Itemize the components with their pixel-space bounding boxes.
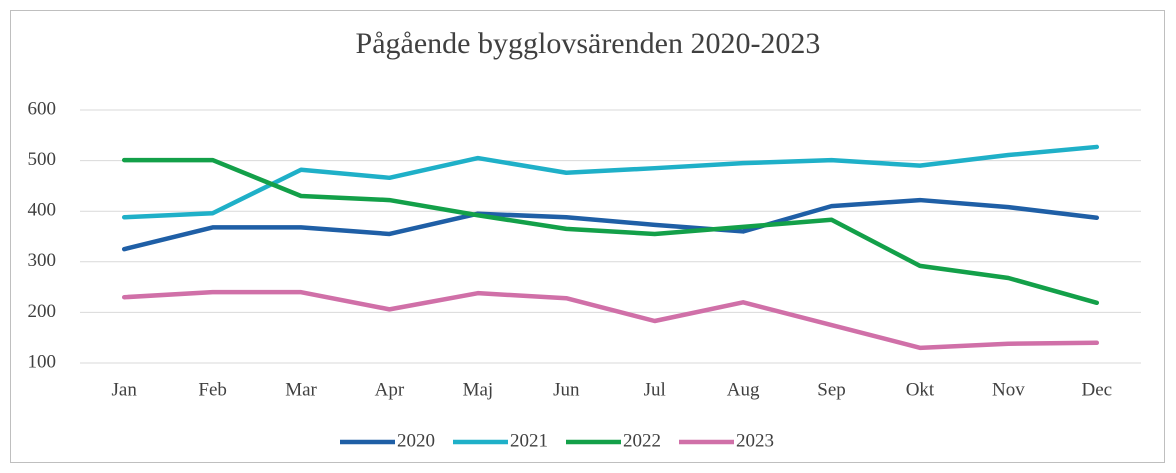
x-tick-label: Jul <box>644 379 666 400</box>
legend-label: 2022 <box>623 430 661 451</box>
y-tick-label: 400 <box>28 200 57 221</box>
y-tick-label: 200 <box>28 301 57 322</box>
y-tick-label: 300 <box>28 250 57 271</box>
series-line <box>121 289 1100 351</box>
x-tick-label: Maj <box>463 379 494 400</box>
chart-title: Pågående bygglovsärenden 2020-2023 <box>356 27 821 60</box>
x-tick-label: Jun <box>553 379 580 400</box>
y-tick-label: 600 <box>28 98 57 119</box>
x-tick-label: Sep <box>817 379 846 400</box>
legend-label: 2021 <box>510 430 548 451</box>
x-tick-label: Nov <box>992 379 1025 400</box>
x-tick-label: Mar <box>285 379 317 400</box>
x-tick-label: Aug <box>727 379 760 400</box>
x-tick-label: Jan <box>112 379 138 400</box>
series-line <box>121 157 1100 306</box>
y-tick-label: 100 <box>28 351 57 372</box>
y-tick-label: 500 <box>28 149 57 170</box>
x-tick-label: Apr <box>375 379 405 400</box>
legend-label: 2023 <box>736 430 774 451</box>
series-line <box>121 197 1100 252</box>
x-tick-label: Okt <box>906 379 935 400</box>
x-tick-label: Feb <box>198 379 227 400</box>
x-tick-label: Dec <box>1081 379 1112 400</box>
chart-border <box>10 10 1165 463</box>
series-line <box>121 144 1100 220</box>
legend-label: 2020 <box>397 430 435 451</box>
